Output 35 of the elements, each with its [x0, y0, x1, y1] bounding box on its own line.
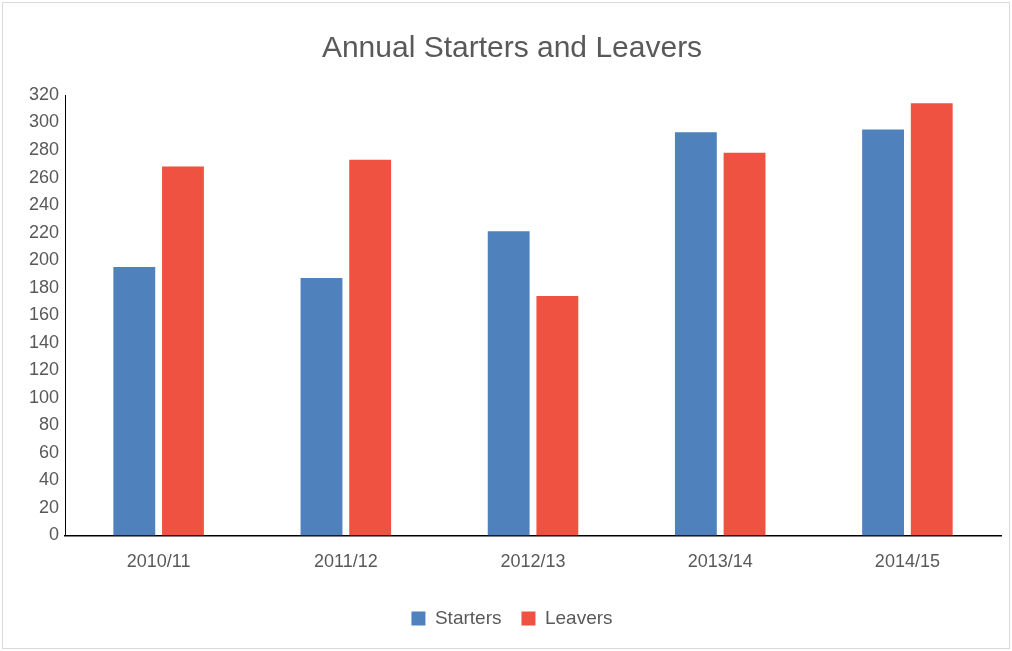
bar [349, 159, 392, 536]
legend-label: Starters [434, 606, 502, 628]
y-tick-label: 280 [28, 139, 60, 160]
x-tick-label: 2014/15 [874, 551, 940, 572]
bar [723, 152, 766, 536]
x-tick-label: 2013/14 [687, 551, 753, 572]
y-tick-label: 60 [39, 441, 60, 462]
bar [487, 231, 530, 536]
bar [162, 166, 204, 536]
bar [910, 103, 953, 536]
bar [536, 295, 579, 536]
y-tick-label: 320 [28, 83, 60, 104]
x-tick-label: 2012/13 [500, 551, 566, 572]
bar [113, 267, 156, 536]
y-tick-label: 220 [28, 221, 60, 242]
bar [674, 132, 717, 536]
y-tick-label: 300 [28, 111, 60, 132]
bar [862, 129, 904, 536]
chart-title: Annual Starters and Leavers [321, 30, 703, 64]
y-tick-label: 180 [28, 276, 60, 297]
bar [300, 278, 343, 536]
legend-label: Leavers [544, 606, 613, 628]
x-tick-label: 2011/12 [313, 551, 378, 572]
y-tick-label: 140 [28, 331, 60, 352]
y-tick-label: 40 [39, 469, 60, 490]
y-tick-label: 0 [49, 524, 60, 545]
y-tick-label: 240 [28, 194, 60, 215]
y-tick-label: 20 [39, 496, 60, 517]
y-tick-label: 80 [39, 414, 60, 435]
x-tick-label: 2010/11 [126, 551, 191, 572]
y-tick-label: 200 [28, 249, 60, 270]
y-tick-label: 100 [28, 386, 60, 407]
y-tick-label: 260 [28, 166, 60, 187]
y-tick-label: 120 [28, 359, 60, 380]
y-tick-label: 160 [28, 304, 60, 325]
